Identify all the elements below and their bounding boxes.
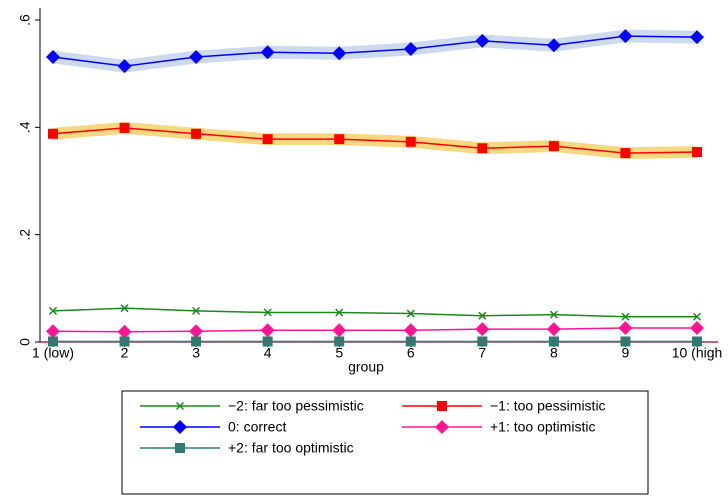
point: [46, 324, 60, 339]
point: [403, 41, 418, 56]
point: [263, 308, 272, 317]
point: [546, 322, 561, 337]
point: [334, 336, 345, 347]
x-tick-label: 9: [622, 345, 630, 361]
point: [46, 50, 60, 65]
point: [191, 128, 202, 139]
x-tick-label: 2: [121, 345, 129, 361]
point: [332, 323, 347, 338]
point: [618, 29, 633, 44]
point: [621, 312, 630, 321]
point: [262, 134, 273, 145]
series-line: [52, 127, 698, 154]
x-tick-label: 3: [192, 345, 200, 361]
legend-label: +1: too optimistic: [490, 419, 595, 435]
y-tick-label: .2: [17, 229, 33, 241]
point: [406, 309, 415, 318]
y-tick-label: 0: [17, 338, 33, 346]
point: [548, 336, 559, 347]
legend-label: −1: too pessimistic: [490, 398, 606, 414]
point: [191, 336, 202, 347]
point: [335, 308, 344, 317]
point: [189, 50, 204, 65]
point: [475, 322, 490, 337]
point: [260, 45, 275, 60]
series-line: [52, 327, 697, 333]
point: [478, 311, 487, 320]
point: [620, 336, 631, 347]
point: [477, 143, 488, 154]
point: [192, 306, 201, 315]
legend-marker: [437, 401, 447, 411]
point: [692, 336, 702, 347]
point: [48, 336, 58, 347]
point: [403, 323, 418, 338]
point: [690, 30, 704, 45]
point: [117, 324, 132, 339]
point: [477, 336, 488, 347]
point: [692, 147, 702, 158]
x-tick-label: 4: [264, 345, 272, 361]
point: [119, 336, 130, 347]
x-tick-label: 10 (high: [672, 345, 723, 361]
series-line: [52, 307, 697, 318]
point: [692, 312, 702, 321]
legend-label: 0: correct: [228, 419, 286, 435]
x-tick-label: 7: [478, 345, 486, 361]
x-tick-label: 8: [550, 345, 558, 361]
legend-marker: [173, 420, 187, 434]
legend-label: +2: far too optimistic: [228, 440, 354, 456]
point: [120, 304, 129, 313]
x-tick-label: 5: [335, 345, 343, 361]
point: [119, 122, 130, 133]
x-tick-label: 1 (low): [32, 345, 74, 361]
legend: [121, 390, 649, 495]
legend-label: −2: far too pessimistic: [228, 398, 364, 414]
series-line: [52, 35, 698, 67]
point: [332, 46, 347, 61]
point: [117, 59, 132, 74]
legend-marker: [175, 443, 185, 453]
legend-marker: [175, 401, 185, 411]
point: [618, 321, 633, 336]
point: [548, 141, 559, 152]
point: [189, 324, 204, 339]
y-tick-label: .6: [17, 14, 33, 26]
point: [405, 136, 416, 147]
point: [260, 323, 275, 338]
point: [546, 38, 561, 53]
y-tick-label: .4: [17, 121, 33, 133]
point: [405, 336, 416, 347]
point: [48, 128, 58, 139]
point: [549, 310, 558, 319]
point: [475, 33, 490, 48]
x-axis-label: group: [348, 359, 384, 375]
x-tick-label: 6: [407, 345, 415, 361]
point: [620, 148, 631, 159]
legend-marker: [435, 420, 449, 434]
point: [48, 306, 58, 315]
point: [262, 336, 273, 347]
point: [690, 321, 704, 336]
point: [334, 134, 345, 145]
